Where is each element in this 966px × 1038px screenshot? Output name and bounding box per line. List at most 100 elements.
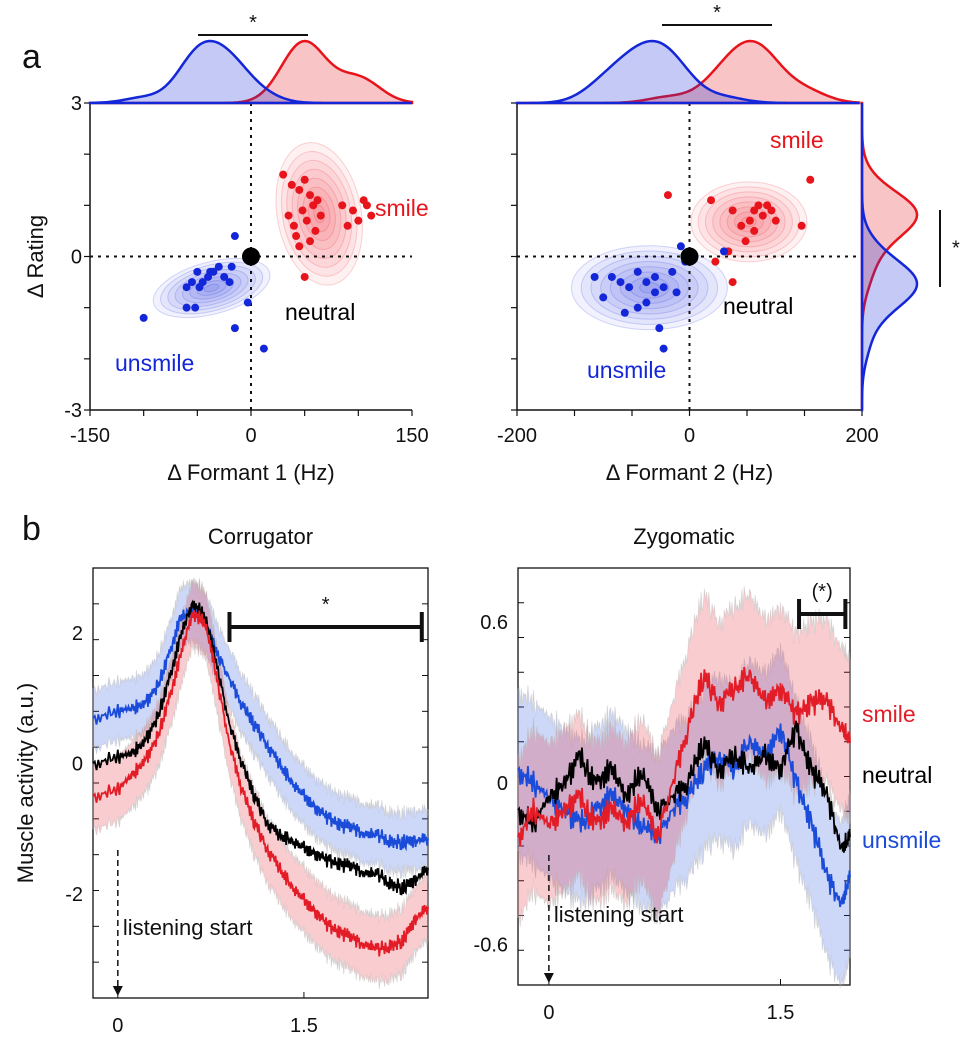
point-smile xyxy=(745,216,754,225)
group-label-unsmile: unsmile xyxy=(587,357,666,383)
y-tick-label: 0 xyxy=(72,753,83,775)
y-tick-label: 0 xyxy=(497,773,508,795)
point-unsmile xyxy=(642,298,651,307)
point-unsmile xyxy=(620,308,629,317)
line-neutral xyxy=(517,720,851,853)
point-smile xyxy=(311,226,320,235)
x-tick-label: 0 xyxy=(245,425,256,447)
density-contour-unsmile xyxy=(609,266,689,310)
chart-scatter-f2: -200 0 200 Δ Formant 2 (Hz) smile neutral unsm… xyxy=(497,2,960,485)
point-smile xyxy=(287,180,296,189)
point-unsmile xyxy=(651,272,659,281)
point-smile xyxy=(741,237,750,246)
band-smile xyxy=(517,586,851,928)
point-unsmile xyxy=(191,303,200,312)
point-smile xyxy=(771,216,780,225)
point-unsmile xyxy=(230,232,239,241)
x-axis-label: Δ Formant 1 (Hz) xyxy=(167,460,335,485)
chart-scatter-f1: -150 0 150 -3 0 3 Δ Formant 1 (Hz) Δ Rating smil… xyxy=(23,12,429,485)
point-smile xyxy=(300,272,309,281)
marginal-x-unsmile xyxy=(515,39,860,105)
point-smile xyxy=(300,175,309,184)
line-smile xyxy=(517,667,851,847)
point-smile xyxy=(806,175,815,184)
point-smile xyxy=(279,170,288,179)
group-label-neutral: neutral xyxy=(723,293,793,319)
point-unsmile xyxy=(182,283,191,292)
line-unsmile xyxy=(92,607,429,852)
point-smile xyxy=(728,206,737,215)
band-smile xyxy=(92,577,429,989)
y-tick-label: 3 xyxy=(71,93,82,115)
point-unsmile xyxy=(230,324,239,333)
point-smile xyxy=(316,211,325,220)
marginal-x-unsmile xyxy=(88,39,412,105)
point-unsmile xyxy=(225,278,234,287)
point-smile xyxy=(707,196,716,205)
point-smile xyxy=(797,221,806,230)
panel-letter-a: a xyxy=(22,38,41,76)
density-contour-unsmile xyxy=(160,261,264,315)
group-label-unsmile: unsmile xyxy=(862,827,941,853)
panel-letter-b: b xyxy=(22,510,41,548)
x-tick-label: -200 xyxy=(497,425,537,447)
point-unsmile xyxy=(220,272,229,281)
point-smile xyxy=(292,232,301,241)
point-unsmile xyxy=(195,283,204,292)
group-label-neutral: neutral xyxy=(285,299,355,325)
point-unsmile xyxy=(599,293,608,302)
point-smile xyxy=(295,242,304,251)
x-tick-label: 0 xyxy=(543,1002,554,1024)
listening-start-label: listening start xyxy=(123,915,253,940)
neutral-point xyxy=(242,247,260,266)
point-smile xyxy=(359,196,368,205)
point-smile xyxy=(289,221,298,230)
density-contour-unsmile xyxy=(203,283,220,293)
point-unsmile xyxy=(139,313,148,322)
point-unsmile xyxy=(642,278,651,287)
line-neutral xyxy=(92,599,429,896)
point-unsmile xyxy=(193,267,202,276)
point-unsmile xyxy=(227,262,236,271)
point-unsmile xyxy=(206,267,215,276)
point-smile xyxy=(758,211,767,220)
point-unsmile xyxy=(651,288,659,297)
point-smile xyxy=(338,201,347,210)
group-label-neutral: neutral xyxy=(862,762,932,788)
point-smile xyxy=(313,196,322,205)
y-tick-label: 2 xyxy=(72,623,83,645)
x-tick-label: 150 xyxy=(395,425,428,447)
point-unsmile xyxy=(676,242,685,251)
point-unsmile xyxy=(633,303,642,312)
significance-star-x: * xyxy=(249,12,257,34)
arrow-head-icon xyxy=(543,973,554,983)
x-tick-label: 200 xyxy=(845,425,878,447)
marginal-y-unsmile xyxy=(860,103,919,412)
density-contour-unsmile xyxy=(580,250,719,325)
chart-title: Zygomatic xyxy=(633,524,734,549)
group-label-smile: smile xyxy=(375,195,429,221)
point-unsmile xyxy=(625,283,634,292)
point-unsmile xyxy=(659,344,668,353)
point-smile xyxy=(354,216,363,225)
listening-start-label: listening start xyxy=(554,902,684,927)
point-unsmile xyxy=(214,262,223,271)
x-tick-label: 0 xyxy=(112,1015,123,1037)
chart-title: Corrugator xyxy=(208,524,313,549)
point-unsmile xyxy=(672,288,681,297)
group-label-smile: smile xyxy=(770,127,824,153)
y-axis-label: Muscle activity (a.u.) xyxy=(13,683,38,884)
line-unsmile xyxy=(517,723,851,908)
arrow-head-icon xyxy=(112,986,123,996)
point-smile xyxy=(343,221,352,230)
line-smile xyxy=(92,610,429,957)
point-smile xyxy=(302,216,311,225)
point-smile xyxy=(284,211,293,220)
point-unsmile xyxy=(259,344,268,353)
point-unsmile xyxy=(720,247,728,256)
point-smile xyxy=(737,221,746,230)
group-label-smile: smile xyxy=(862,701,916,727)
band-unsmile xyxy=(517,642,851,988)
chart-emg-zygomatic: 01.5-0.600.6ZygomaticTime (s)(*)listenin… xyxy=(474,524,942,1024)
